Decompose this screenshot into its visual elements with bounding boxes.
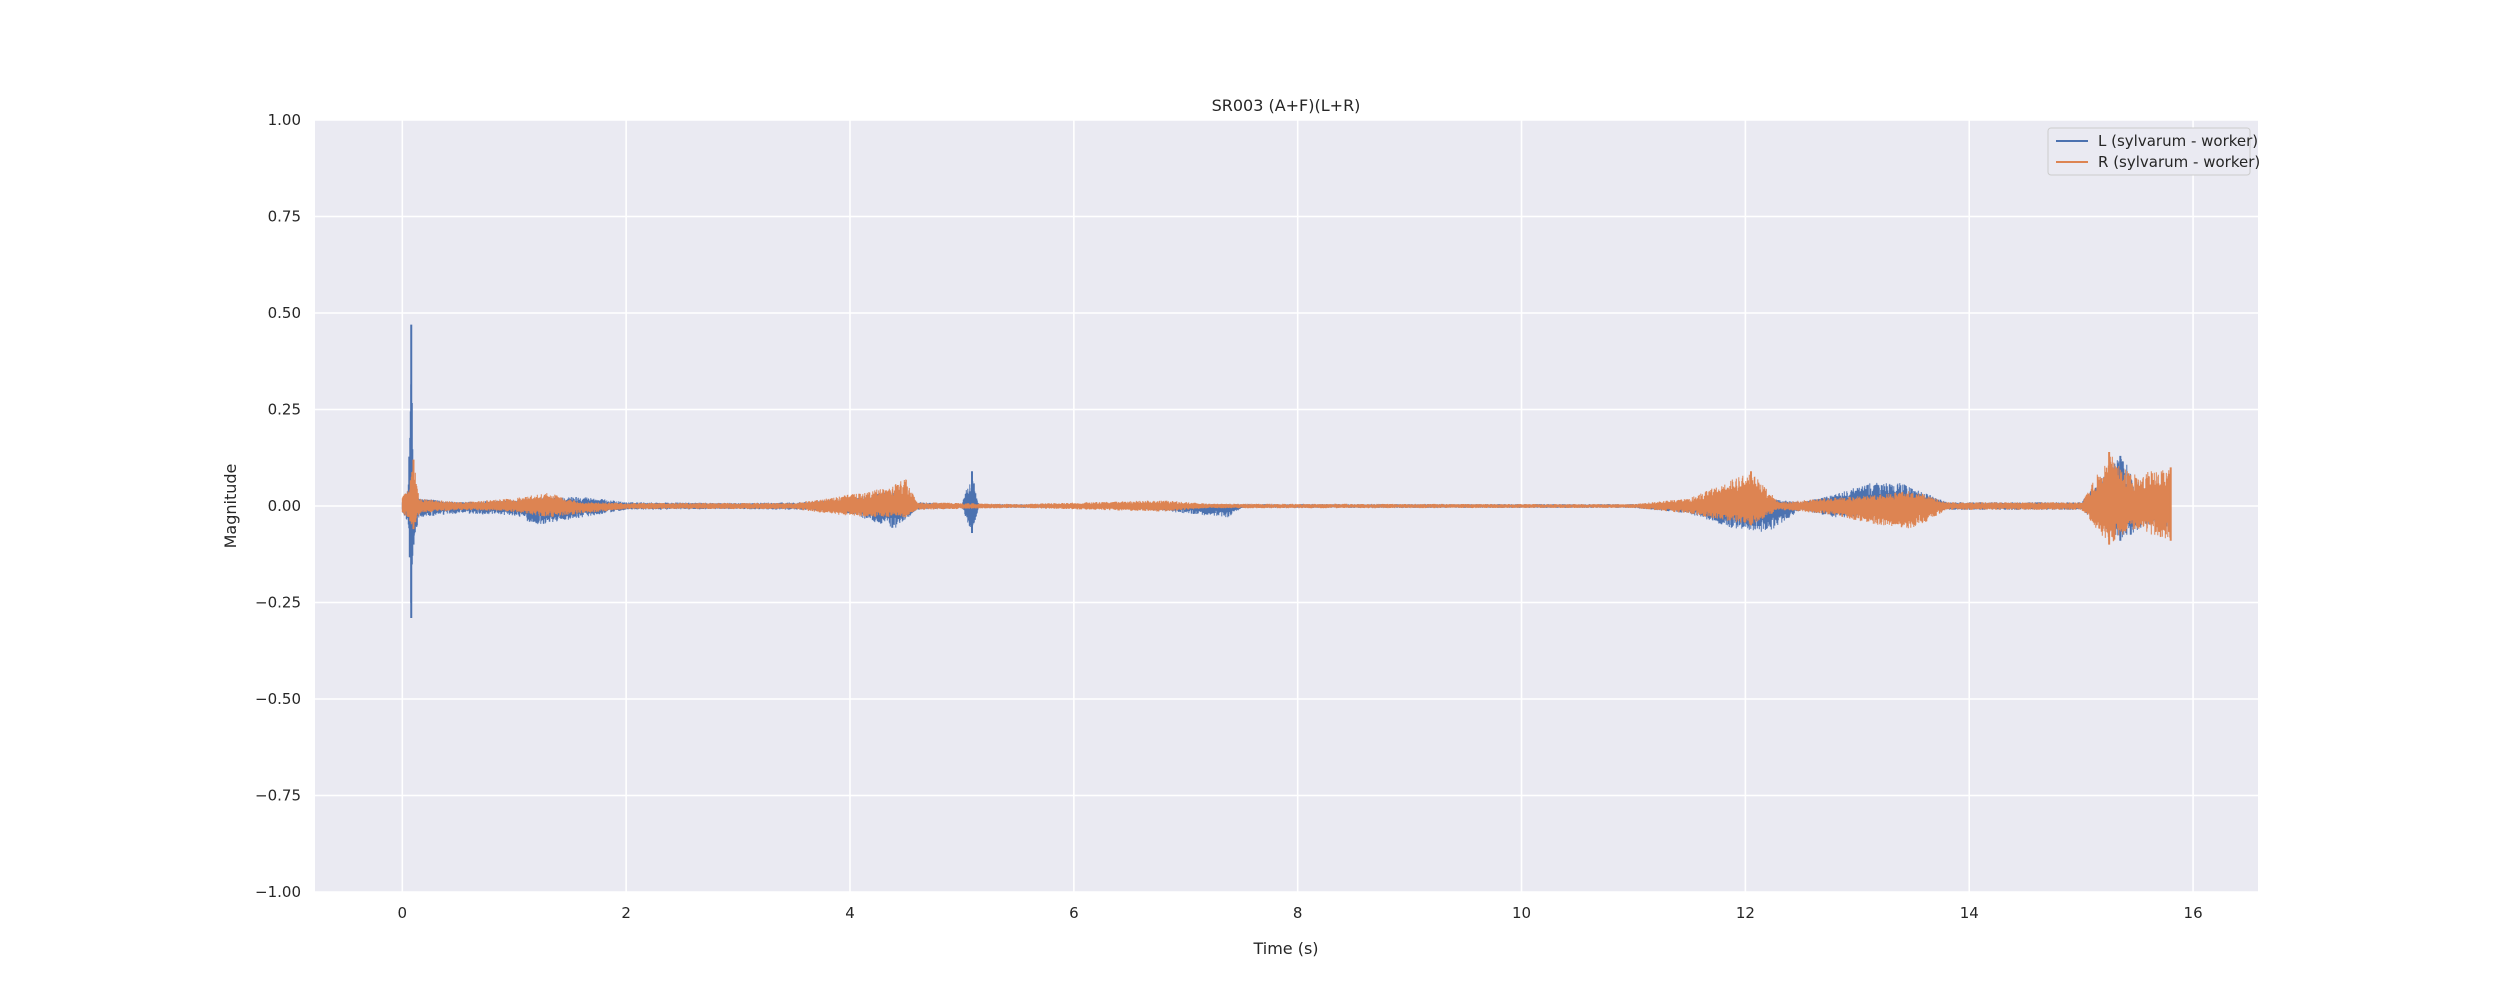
series-r-line: [401, 456, 2171, 542]
y-tick-label: 0.75: [268, 208, 301, 226]
y-tick-label: −0.25: [255, 594, 301, 612]
legend: L (sylvarum - worker) R (sylvarum - work…: [2047, 127, 2260, 176]
y-axis-label: Magnitude: [221, 464, 240, 549]
x-tick-label: 12: [1736, 904, 1755, 922]
legend-label-r: R (sylvarum - worker): [2098, 153, 2260, 171]
x-axis-label: Time (s): [1252, 939, 1318, 958]
tick-layer: 0 2 4 6 8 10 12 14 16 −1.00 −0.75 −0.50 −0.25 0.00 0.2…: [255, 111, 2203, 922]
y-tick-label: 0.00: [268, 497, 301, 515]
chart-title: SR003 (A+F)(L+R): [1212, 96, 1361, 115]
x-tick-label: 0: [398, 904, 408, 922]
y-tick-label: −1.00: [255, 883, 301, 901]
x-tick-label: 2: [621, 904, 631, 922]
y-tick-label: 0.25: [268, 401, 301, 419]
x-tick-label: 4: [845, 904, 855, 922]
legend-label-l: L (sylvarum - worker): [2098, 132, 2258, 150]
y-tick-label: −0.75: [255, 787, 301, 805]
x-tick-label: 6: [1069, 904, 1079, 922]
x-tick-label: 10: [1512, 904, 1531, 922]
y-tick-label: −0.50: [255, 690, 301, 708]
x-tick-label: 8: [1293, 904, 1303, 922]
x-tick-label: 14: [1960, 904, 1979, 922]
legend-box: [2047, 127, 2251, 176]
series-r-waveform: [401, 451, 2172, 545]
y-tick-label: 1.00: [268, 111, 301, 129]
x-tick-label: 16: [2184, 904, 2203, 922]
y-tick-label: 0.50: [268, 304, 301, 322]
series-layer: [401, 324, 2172, 618]
